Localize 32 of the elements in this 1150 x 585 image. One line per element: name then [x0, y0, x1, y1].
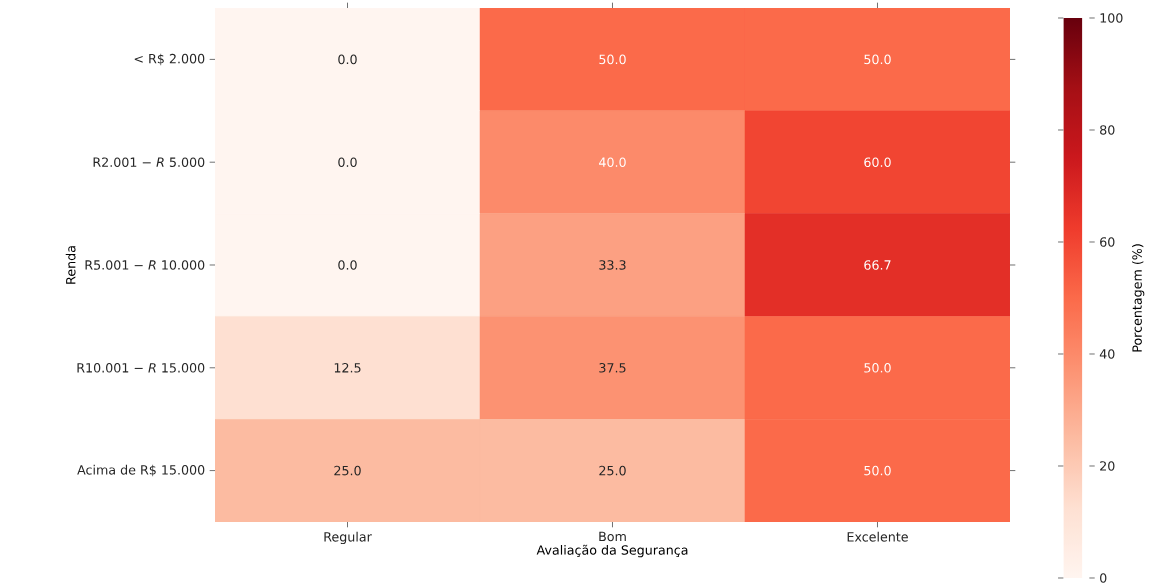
data-label: 50.0: [864, 465, 891, 476]
y-tick-label: R2.001 − R 5.000: [93, 157, 205, 167]
data-label: 0.0: [338, 260, 357, 270]
data-label: 50.0: [864, 54, 891, 65]
y-tick-label: R5.001 − R 10.000: [85, 260, 205, 270]
data-label: 60.0: [864, 157, 891, 167]
color-bar-label: 0: [1100, 573, 1107, 583]
y-axis-title: Renda: [65, 246, 76, 284]
color-bar-label: 20: [1100, 461, 1115, 471]
x-tick-label: Excelente: [847, 531, 908, 542]
color-bar-label: 100: [1100, 13, 1123, 23]
data-label: 33.3: [599, 260, 626, 270]
y-tick-label: Acima de R$ 15.000: [77, 464, 205, 477]
y-tick-label: R10.001 − R 15.000: [77, 362, 205, 373]
data-label: 25.0: [334, 465, 361, 476]
data-label: 50.0: [864, 362, 891, 373]
y-tick-label: < R$ 2.000: [134, 53, 205, 66]
data-label: 25.0: [599, 465, 626, 476]
data-label: 66.7: [864, 260, 891, 270]
data-label: 0.0: [338, 54, 357, 65]
data-label: 37.5: [599, 362, 626, 373]
color-bar-title: Porcentagem (%): [1132, 244, 1145, 352]
data-label: 40.0: [599, 157, 626, 167]
x-axis-title: Avaliação da Segurança: [536, 544, 688, 558]
data-label: 12.5: [334, 362, 361, 373]
color-bar-label: 40: [1099, 349, 1115, 359]
color-bar-label: 60: [1100, 237, 1115, 247]
x-tick-label: Bom: [599, 531, 626, 542]
color-bar-label: 80: [1100, 125, 1115, 135]
data-label: 0.0: [338, 157, 357, 167]
data-label: 50.0: [599, 54, 626, 65]
x-tick-label: Regular: [324, 531, 372, 545]
